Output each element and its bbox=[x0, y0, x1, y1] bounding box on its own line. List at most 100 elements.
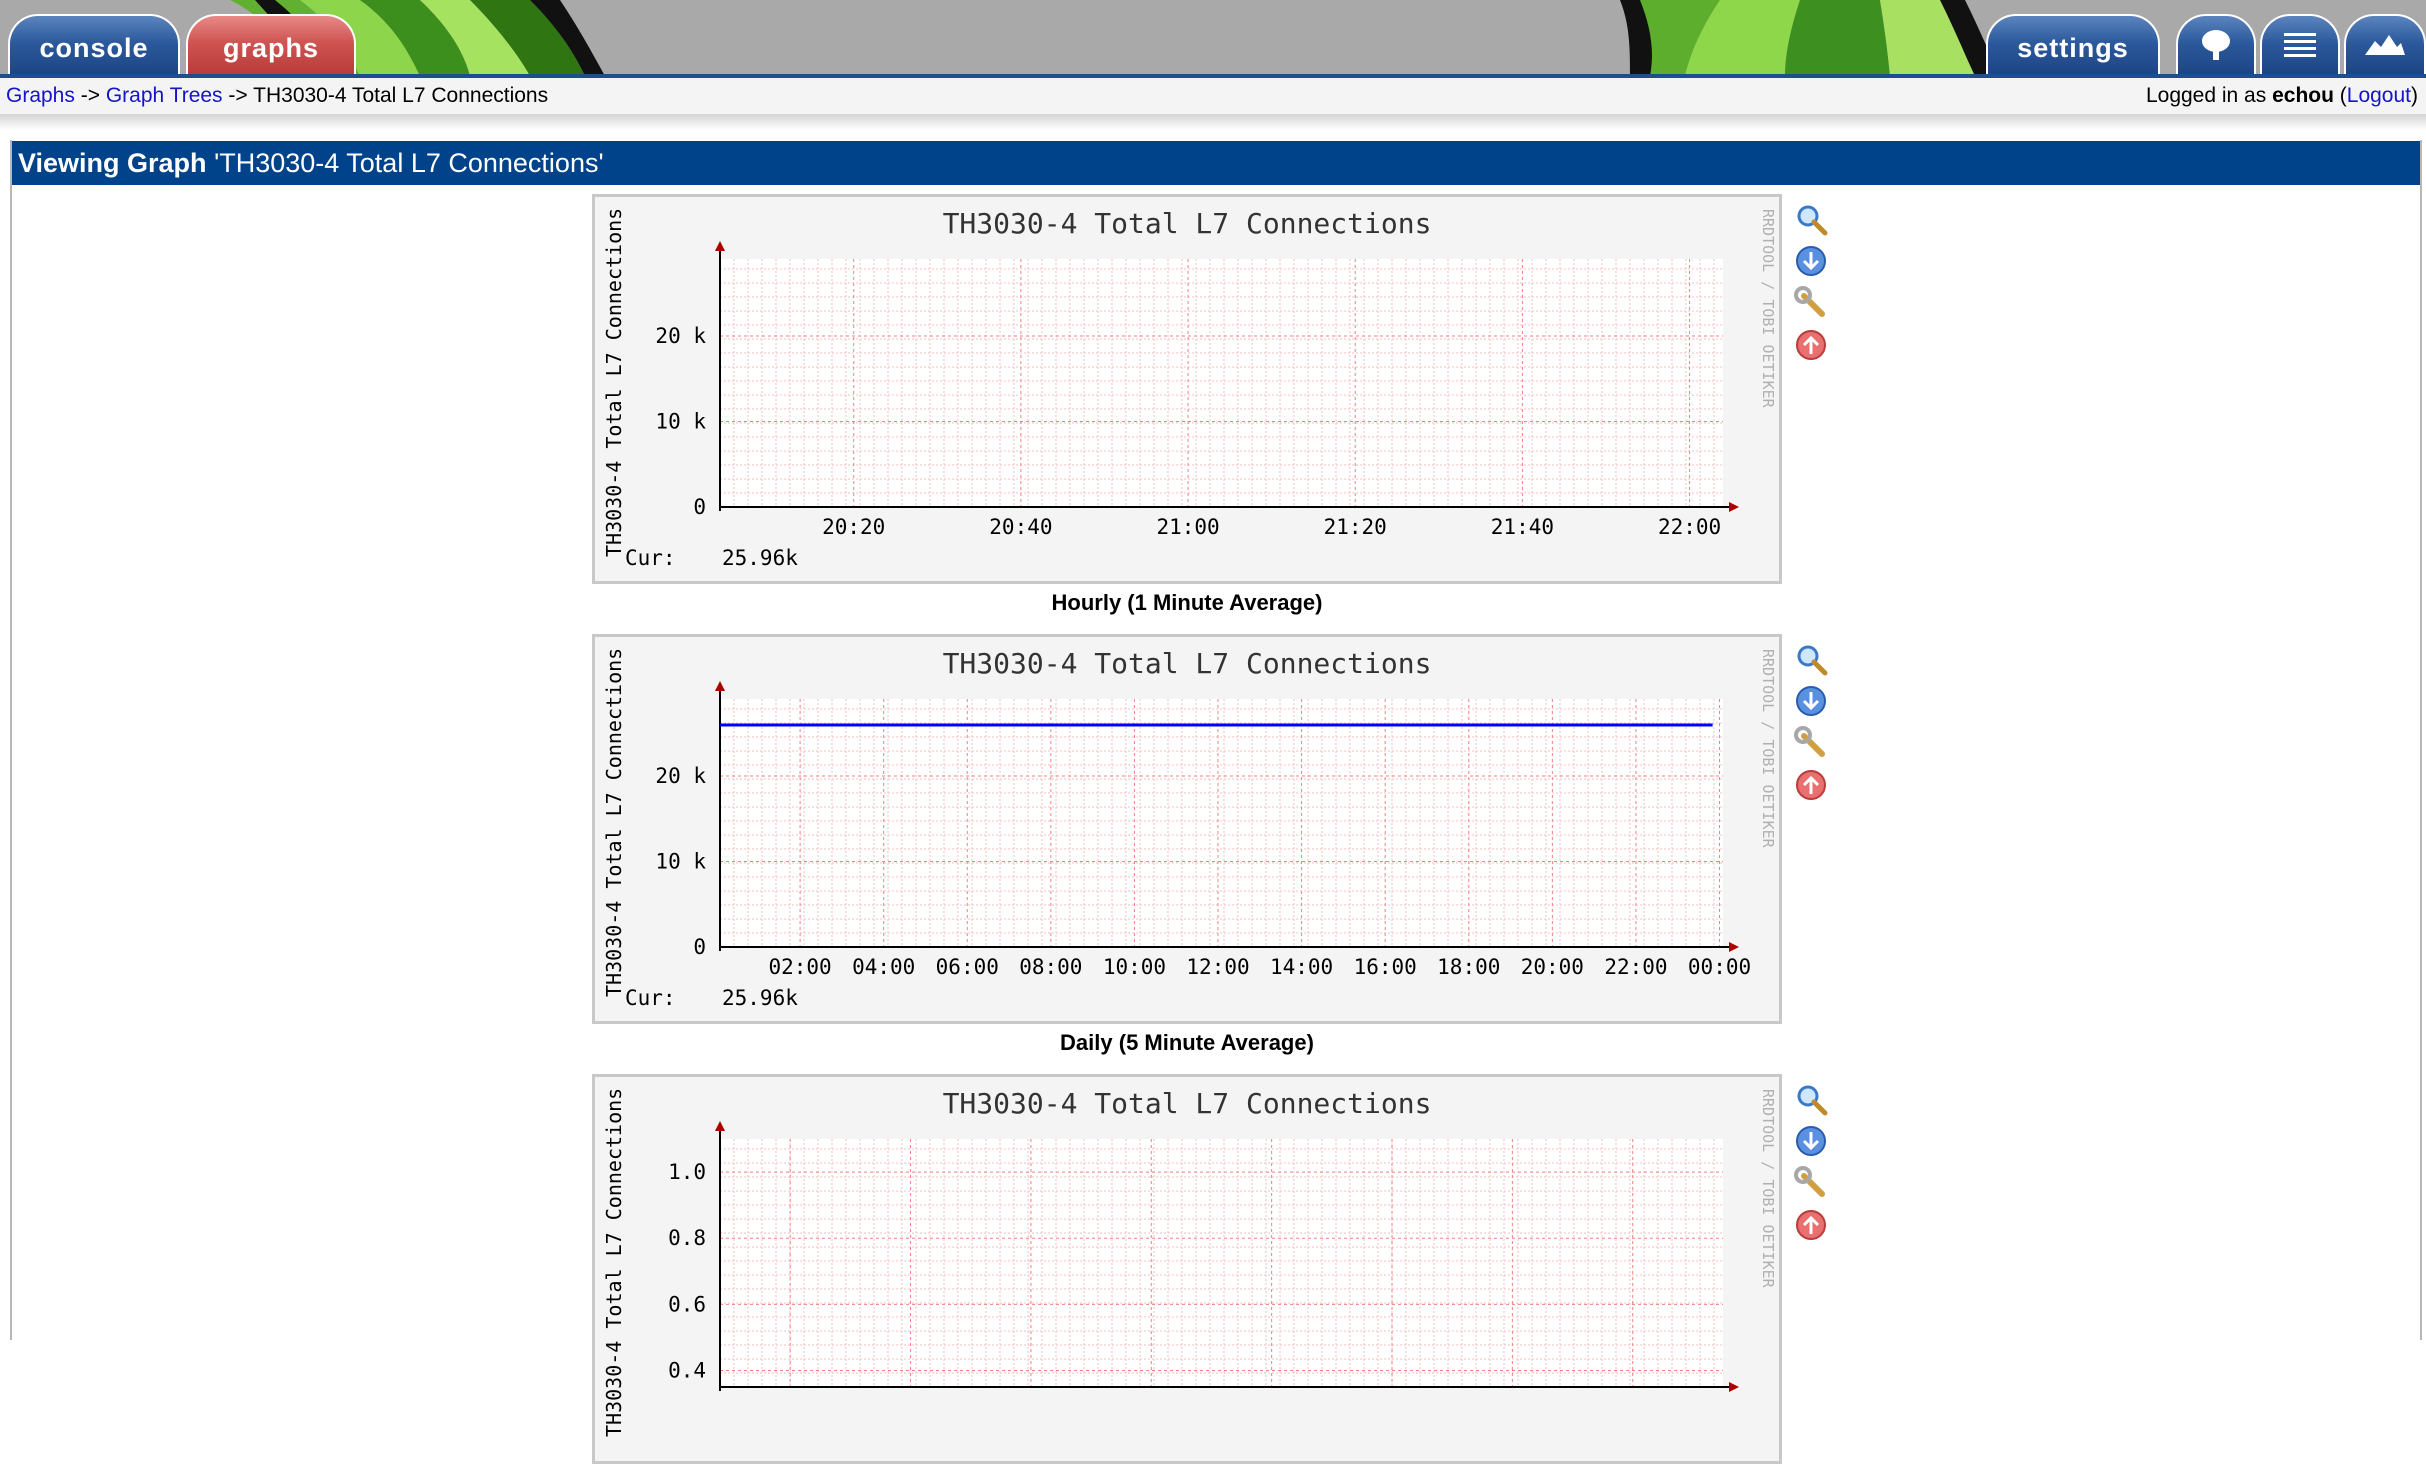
preview-view-icon bbox=[2365, 35, 2405, 55]
graph-image-2[interactable]: TH3030-4 Total L7 Connections TH3030-4 To… bbox=[592, 634, 1782, 1024]
zoom-icon[interactable] bbox=[1794, 1082, 1828, 1116]
graphs-tab[interactable]: graphs bbox=[186, 14, 356, 74]
legend-cur-label: Cur: bbox=[625, 986, 676, 1010]
settings-tab[interactable]: settings bbox=[1986, 14, 2160, 74]
edit-wrench-icon[interactable] bbox=[1794, 1166, 1828, 1200]
legend-cur-label: Cur: bbox=[625, 546, 676, 570]
delete-icon[interactable] bbox=[1794, 328, 1828, 362]
y-tick-label: 10 k bbox=[655, 409, 706, 433]
x-tick-label: 21:20 bbox=[1324, 515, 1387, 539]
x-tick-label: 20:00 bbox=[1521, 955, 1584, 979]
chart-svg: TH3030-4 Total L7 Connections TH3030-4 To… bbox=[602, 647, 1777, 1010]
y-tick-label: 10 k bbox=[655, 849, 706, 873]
breadcrumb-separator: -> bbox=[80, 84, 100, 107]
graph-actions bbox=[1794, 642, 1828, 810]
x-tick-label: 21:40 bbox=[1491, 515, 1554, 539]
graph-actions bbox=[1794, 202, 1828, 370]
x-tick-label: 08:00 bbox=[1019, 955, 1082, 979]
x-tick-label: 22:00 bbox=[1604, 955, 1667, 979]
y-tick-label: 0.6 bbox=[668, 1292, 706, 1316]
x-axis-arrow bbox=[1729, 942, 1739, 952]
breadcrumb-bar: Graphs -> Graph Trees -> TH3030-4 Total … bbox=[0, 78, 2426, 115]
graph-caption: Hourly (1 Minute Average) bbox=[1051, 590, 1323, 615]
graph-image-1[interactable]: TH3030-4 Total L7 Connections TH3030-4 To… bbox=[592, 194, 1782, 584]
x-tick-label: 20:20 bbox=[822, 515, 885, 539]
delete-icon[interactable] bbox=[1794, 1208, 1828, 1242]
x-axis-arrow bbox=[1729, 1382, 1739, 1392]
chart-title: TH3030-4 Total L7 Connections bbox=[943, 1087, 1432, 1120]
download-icon[interactable] bbox=[1794, 684, 1828, 718]
x-tick-label: 10:00 bbox=[1103, 955, 1166, 979]
x-axis-arrow bbox=[1729, 502, 1739, 512]
graph-panel bbox=[10, 140, 2422, 1340]
rrdtool-watermark: RRDTOOL / TOBI OETIKER bbox=[1759, 209, 1777, 409]
y-axis-arrow bbox=[715, 1121, 725, 1131]
breadcrumb-graph-trees-link[interactable]: Graph Trees bbox=[105, 84, 223, 107]
chart-title: TH3030-4 Total L7 Connections bbox=[943, 207, 1432, 240]
x-tick-label: 00:00 bbox=[1688, 955, 1751, 979]
y-axis-arrow bbox=[715, 681, 725, 691]
console-tab[interactable]: console bbox=[8, 14, 180, 74]
login-prefix: Logged in as bbox=[2145, 84, 2267, 107]
top-navigation-bar: console graphs settings bbox=[0, 0, 2426, 76]
edit-wrench-icon[interactable] bbox=[1794, 726, 1828, 760]
chart-y-axis-label: TH3030-4 Total L7 Connections bbox=[602, 1088, 626, 1437]
graph-caption: Daily (5 Minute Average) bbox=[1060, 1030, 1314, 1055]
header-decoration bbox=[230, 0, 2000, 76]
breadcrumb: Graphs -> Graph Trees -> TH3030-4 Total … bbox=[6, 78, 548, 114]
tree-view-icon bbox=[2202, 30, 2230, 60]
chart-y-axis-label: TH3030-4 Total L7 Connections bbox=[602, 208, 626, 557]
breadcrumb-separator: -> bbox=[228, 84, 248, 107]
graph-image-3[interactable]: TH3030-4 Total L7 Connections TH3030-4 To… bbox=[592, 1074, 1782, 1464]
chart-svg: TH3030-4 Total L7 Connections TH3030-4 To… bbox=[602, 1087, 1777, 1437]
list-view-tab[interactable] bbox=[2260, 14, 2340, 74]
y-tick-label: 0 bbox=[693, 935, 706, 959]
logout-link[interactable]: Logout bbox=[2346, 84, 2411, 107]
delete-icon[interactable] bbox=[1794, 768, 1828, 802]
list-view-icon bbox=[2284, 33, 2316, 57]
breadcrumb-current: TH3030-4 Total L7 Connections bbox=[253, 84, 549, 107]
plot-area bbox=[720, 1139, 1723, 1387]
x-tick-label: 21:00 bbox=[1156, 515, 1219, 539]
plot-area bbox=[720, 699, 1723, 947]
x-tick-label: 20:40 bbox=[989, 515, 1052, 539]
rrdtool-watermark: RRDTOOL / TOBI OETIKER bbox=[1759, 1089, 1777, 1289]
chart-title: TH3030-4 Total L7 Connections bbox=[943, 647, 1432, 680]
y-axis-arrow bbox=[715, 241, 725, 251]
nav-underline bbox=[0, 74, 2426, 78]
y-tick-label: 0.4 bbox=[668, 1358, 706, 1382]
zoom-icon[interactable] bbox=[1794, 202, 1828, 236]
x-tick-label: 16:00 bbox=[1354, 955, 1417, 979]
panel-heading: Viewing Graph 'TH3030-4 Total L7 Connect… bbox=[12, 141, 2420, 185]
graph-actions bbox=[1794, 1082, 1828, 1250]
x-tick-label: 02:00 bbox=[768, 955, 831, 979]
preview-view-tab[interactable] bbox=[2344, 14, 2426, 74]
breadcrumb-graphs-link[interactable]: Graphs bbox=[6, 84, 75, 107]
chart-svg: TH3030-4 Total L7 Connections TH3030-4 To… bbox=[602, 207, 1777, 570]
login-status: Logged in as echou (Logout) bbox=[2145, 84, 2418, 107]
chart-y-axis-label: TH3030-4 Total L7 Connections bbox=[602, 648, 626, 997]
y-tick-label: 1.0 bbox=[668, 1160, 706, 1184]
y-tick-label: 0 bbox=[693, 495, 706, 519]
x-tick-label: 14:00 bbox=[1270, 955, 1333, 979]
x-tick-label: 22:00 bbox=[1658, 515, 1721, 539]
legend-cur-value: 25.96k bbox=[722, 546, 798, 570]
x-tick-label: 18:00 bbox=[1437, 955, 1500, 979]
y-tick-label: 0.8 bbox=[668, 1226, 706, 1250]
x-tick-label: 06:00 bbox=[936, 955, 999, 979]
rrdtool-watermark: RRDTOOL / TOBI OETIKER bbox=[1759, 649, 1777, 849]
grid bbox=[719, 259, 1723, 508]
x-tick-label: 12:00 bbox=[1186, 955, 1249, 979]
legend-cur-value: 25.96k bbox=[722, 986, 798, 1010]
header-shadow bbox=[0, 114, 2426, 130]
download-icon[interactable] bbox=[1794, 1124, 1828, 1158]
login-username: echou bbox=[2272, 84, 2334, 107]
panel-graph-name: 'TH3030-4 Total L7 Connections' bbox=[214, 148, 604, 178]
edit-wrench-icon[interactable] bbox=[1794, 286, 1828, 320]
y-tick-label: 20 k bbox=[655, 324, 706, 348]
download-icon[interactable] bbox=[1794, 244, 1828, 278]
panel-heading-label: Viewing Graph bbox=[18, 148, 207, 178]
tree-view-tab[interactable] bbox=[2176, 14, 2256, 74]
y-tick-label: 20 k bbox=[655, 764, 706, 788]
zoom-icon[interactable] bbox=[1794, 642, 1828, 676]
